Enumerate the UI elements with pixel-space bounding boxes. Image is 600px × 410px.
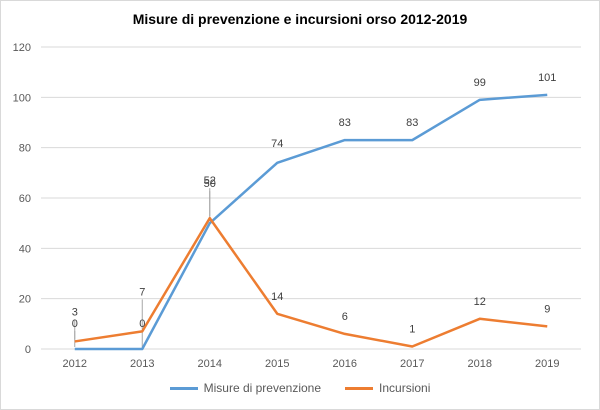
legend-item-incursioni: Incursioni [345,381,430,395]
data-label: 52 [204,175,216,187]
data-label: 50 [204,178,216,190]
legend-item-prevenzione: Misure di prevenzione [169,381,322,395]
data-label: 14 [271,291,283,303]
data-label: 9 [544,303,550,315]
x-tick-label: 2018 [468,358,492,370]
data-label: 12 [474,296,486,308]
data-label: 7 [139,286,145,298]
chart-title: Misure di prevenzione e incursioni orso … [132,11,468,27]
legend-swatch-incursioni [345,386,374,390]
chart-legend: Misure di prevenzione Incursioni [1,381,599,395]
x-tick-label: 2012 [63,358,87,370]
y-tick-label: 100 [13,92,31,104]
y-tick-label: 40 [19,243,31,255]
data-label: 0 [139,318,145,330]
data-label: 74 [271,138,283,150]
data-label: 99 [474,77,486,89]
data-label: 83 [339,117,351,129]
data-label: 101 [538,72,556,84]
x-tick-label: 2014 [198,358,222,370]
x-tick-label: 2016 [333,358,357,370]
x-tick-label: 2013 [130,358,154,370]
y-tick-label: 20 [19,294,31,306]
legend-label-prevenzione: Misure di prevenzione [203,381,322,395]
x-tick-label: 2017 [400,358,424,370]
legend-label-incursioni: Incursioni [379,381,431,395]
y-tick-label: 0 [25,344,31,356]
data-label: 0 [72,318,78,330]
y-tick-label: 60 [19,193,31,205]
data-label: 6 [342,311,348,323]
x-tick-label: 2015 [265,358,289,370]
series-line-1 [74,216,548,348]
data-label: 83 [406,117,418,129]
x-tick-label: 2019 [535,358,559,370]
y-tick-label: 80 [19,143,31,155]
data-label: 1 [409,323,415,335]
y-tick-label: 120 [13,42,31,54]
series-line-0 [74,93,548,351]
data-label: 3 [72,306,78,318]
legend-swatch-prevenzione [169,386,198,390]
